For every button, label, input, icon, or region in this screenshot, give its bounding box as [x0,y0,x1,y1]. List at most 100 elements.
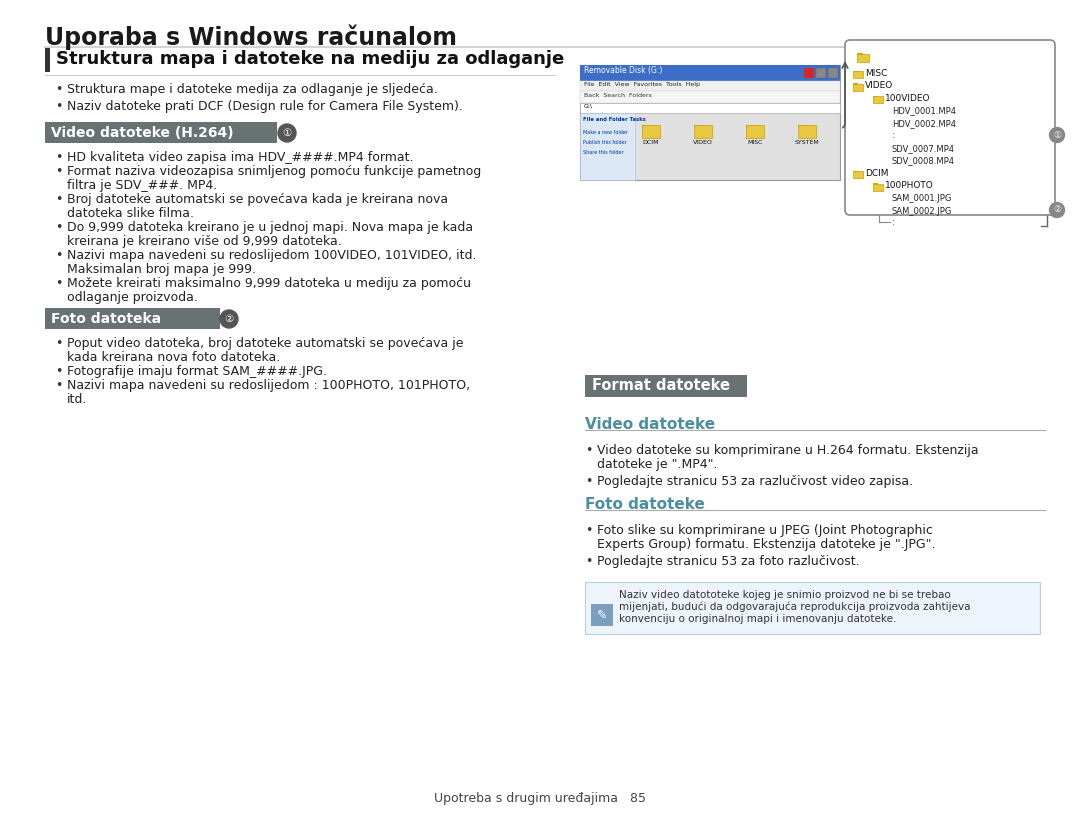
Text: •: • [55,100,63,113]
Text: Removable Disk (G:): Removable Disk (G:) [584,66,662,75]
Text: •: • [55,221,63,234]
Text: DCIM: DCIM [865,169,889,178]
Bar [873,183,878,185]
Bar [694,125,703,128]
Text: SAM_0002.JPG: SAM_0002.JPG [892,206,953,215]
Text: ①: ① [282,128,292,138]
Text: •: • [55,379,63,392]
Bar [45,122,276,143]
Text: •: • [55,83,63,96]
Bar [591,604,613,626]
Bar [580,81,840,91]
Bar [828,68,838,78]
Text: ✎: ✎ [597,609,607,621]
Text: Video datoteke: Video datoteke [585,417,715,432]
Text: Share this folder: Share this folder [583,150,623,155]
Bar [853,83,863,91]
Text: datoteka slike filma.: datoteka slike filma. [67,207,194,220]
Bar [694,125,712,138]
Text: Poput video datoteka, broj datoteke automatski se povećava je: Poput video datoteka, broj datoteke auto… [67,337,463,350]
Bar [45,308,220,329]
Bar [853,83,858,85]
Text: Format datoteke: Format datoteke [592,378,730,393]
Text: •: • [585,555,592,568]
Text: •: • [55,277,63,290]
Bar [580,91,840,103]
Text: SDV_0007.MP4: SDV_0007.MP4 [892,144,955,153]
Text: ①: ① [1053,130,1061,139]
Bar [580,113,635,180]
Text: Format naziva videozapisa snimljenog pomoću funkcije pametnog: Format naziva videozapisa snimljenog pom… [67,165,482,178]
Text: Foto datoteke: Foto datoteke [585,497,705,512]
Text: ②: ② [1053,205,1061,215]
Text: Nazivi mapa navedeni su redoslijedom 100VIDEO, 101VIDEO, itd.: Nazivi mapa navedeni su redoslijedom 100… [67,249,476,262]
Text: mijenjati, budući da odgovarajuća reprodukcija proizvoda zahtijeva: mijenjati, budući da odgovarajuća reprod… [619,602,971,612]
Text: filtra je SDV_###. MP4.: filtra je SDV_###. MP4. [67,179,217,192]
Text: HDV_0001.MP4: HDV_0001.MP4 [892,106,956,116]
Bar [853,171,858,172]
Bar [804,68,814,78]
Text: 100VIDEO: 100VIDEO [885,94,931,103]
Text: Foto slike su komprimirane u JPEG (Joint Photographic: Foto slike su komprimirane u JPEG (Joint… [597,524,933,537]
Text: Experts Group) formatu. Ekstenzija datoteke je ".JPG".: Experts Group) formatu. Ekstenzija datot… [597,538,935,551]
Text: :: : [892,217,895,227]
Bar [858,54,869,62]
Bar [853,70,858,73]
Text: SAM_0001.JPG: SAM_0001.JPG [892,194,953,203]
Text: •: • [585,475,592,488]
Bar [585,375,747,397]
Bar [580,65,840,81]
Text: Upotreba s drugim uređajima   85: Upotreba s drugim uređajima 85 [434,792,646,805]
Text: konvenciju o originalnoj mapi i imenovanju datoteke.: konvenciju o originalnoj mapi i imenovan… [619,614,896,624]
Text: •: • [55,337,63,350]
Text: Publish this folder: Publish this folder [583,140,626,145]
Text: Pogledajte stranicu 53 za razlučivost video zapisa.: Pogledajte stranicu 53 za razlučivost vi… [597,475,913,488]
Text: Možete kreirati maksimalno 9,999 datoteka u mediju za pomoću: Možete kreirati maksimalno 9,999 datotek… [67,277,471,290]
Bar [585,582,1040,634]
Text: HDV_0002.MP4: HDV_0002.MP4 [892,119,956,128]
Text: Do 9,999 datoteka kreirano je u jednoj mapi. Nova mapa je kada: Do 9,999 datoteka kreirano je u jednoj m… [67,221,473,234]
Bar [853,171,863,178]
Text: MISC: MISC [747,140,762,145]
Text: Naziv video datototeke kojeg je snimio proizvod ne bi se trebao: Naziv video datototeke kojeg je snimio p… [619,590,950,600]
Text: ②: ② [225,314,233,324]
Text: Struktura mape i datoteke medija za odlaganje je sljedeća.: Struktura mape i datoteke medija za odla… [67,83,437,96]
Text: File  Edit  View  Favorites  Tools  Help: File Edit View Favorites Tools Help [584,82,700,87]
Text: MISC: MISC [865,69,888,78]
Text: •: • [55,365,63,378]
Bar [873,183,883,191]
Circle shape [1050,128,1065,143]
Text: :: : [892,130,895,139]
Text: datoteke je ".MP4".: datoteke je ".MP4". [597,458,717,471]
Circle shape [220,310,238,328]
Text: kreirana je kreirano više od 9,999 datoteka.: kreirana je kreirano više od 9,999 datot… [67,235,341,248]
Text: DCIM: DCIM [643,140,659,145]
Text: •: • [55,249,63,262]
Bar [816,68,826,78]
Circle shape [278,124,296,142]
Text: SYSTEM: SYSTEM [795,140,820,145]
Text: odlaganje proizvoda.: odlaganje proizvoda. [67,291,198,304]
Bar [853,71,863,78]
Text: Struktura mapa i datoteke na mediju za odlaganje: Struktura mapa i datoteke na mediju za o… [56,50,564,68]
Text: Video datoteke (H.264): Video datoteke (H.264) [51,126,233,140]
Text: Video datoteke su komprimirane u H.264 formatu. Ekstenzija: Video datoteke su komprimirane u H.264 f… [597,444,978,457]
Text: Uporaba s Windows računalom: Uporaba s Windows računalom [45,25,457,50]
Bar [746,125,764,138]
Text: •: • [55,193,63,206]
Text: •: • [585,444,592,457]
Bar [798,125,816,138]
FancyBboxPatch shape [845,40,1055,215]
Text: Fotografije imaju format SAM_####.JPG.: Fotografije imaju format SAM_####.JPG. [67,365,327,378]
Text: Naziv datoteke prati DCF (Design rule for Camera File System).: Naziv datoteke prati DCF (Design rule fo… [67,100,463,113]
Text: VIDEO: VIDEO [865,82,893,91]
Bar [580,103,840,113]
Text: •: • [55,151,63,164]
Text: HD kvaliteta video zapisa ima HDV_####.MP4 format.: HD kvaliteta video zapisa ima HDV_####.M… [67,151,414,164]
Bar [746,125,755,128]
Text: Nazivi mapa navedeni su redoslijedom : 100PHOTO, 101PHOTO,: Nazivi mapa navedeni su redoslijedom : 1… [67,379,470,392]
Text: 100PHOTO: 100PHOTO [885,182,934,191]
Bar [873,96,878,97]
Text: Foto datoteka: Foto datoteka [51,312,161,326]
Circle shape [1050,202,1065,218]
